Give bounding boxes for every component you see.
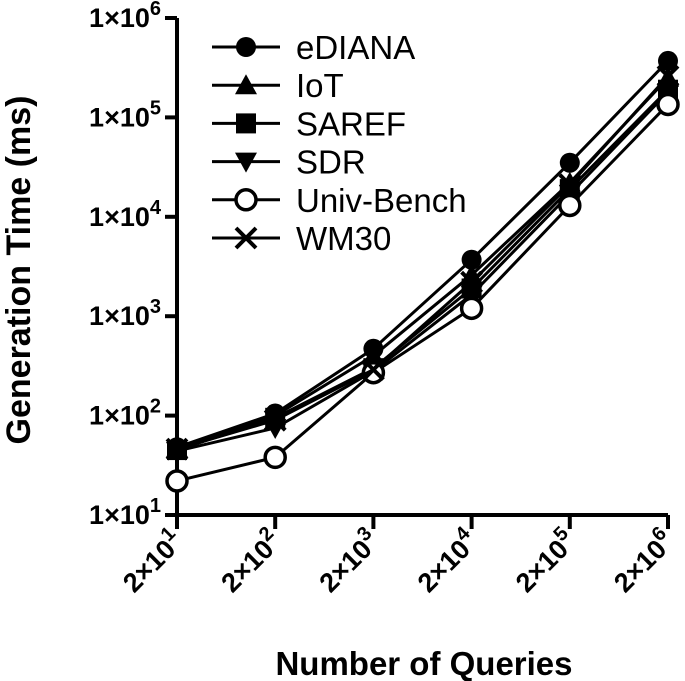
y-tick-label: 1×102: [89, 396, 161, 431]
x-tick-label: 2×105: [506, 522, 582, 598]
x-marker-stroke: [558, 173, 582, 197]
data-point-univ-bench: [459, 296, 484, 321]
legend-item-univ-bench: Univ-Bench: [212, 182, 467, 219]
series-line-sdr: [176, 90, 670, 453]
y-tick-label: 1×104: [89, 197, 162, 232]
legend-label: SDR: [296, 144, 366, 181]
legend-label: SAREF: [296, 105, 406, 142]
data-point-wm30: [361, 358, 385, 382]
x-marker-stroke: [234, 226, 258, 250]
data-point-ediana: [559, 152, 580, 173]
x-tick-label: 2×102: [212, 522, 288, 598]
data-point-ediana: [658, 50, 678, 71]
legend-marker: [234, 188, 258, 212]
x-tick-label: 2×106: [605, 522, 681, 598]
data-point-wm30: [460, 270, 484, 294]
legend-marker: [235, 152, 257, 173]
data-point-univ-bench: [558, 193, 582, 218]
x-tick-label: 2×101: [114, 522, 190, 598]
legend-item-saref: SAREF: [212, 105, 406, 142]
series-line-univ-bench: [176, 103, 670, 483]
data-point-univ-bench: [165, 469, 189, 493]
series-line-wm30: [176, 75, 670, 451]
y-tick-label: 1×105: [89, 97, 161, 132]
series-line-saref: [176, 88, 670, 452]
legend-label: IoT: [296, 67, 344, 104]
x-tick-label: 2×104: [408, 522, 484, 598]
data-point-sdr: [460, 285, 483, 306]
data-point-wm30: [263, 408, 287, 432]
legend-marker: [236, 37, 256, 57]
legend-item-wm30: WM30: [212, 220, 391, 257]
series-sdr: [166, 83, 679, 463]
x-marker-stroke: [165, 437, 189, 461]
legend-marker: [234, 226, 258, 250]
series-layer: [165, 50, 680, 493]
legend-item-iot: IoT: [212, 67, 344, 104]
legend-label: eDIANA: [296, 29, 415, 66]
data-point-wm30: [165, 437, 189, 461]
series-saref: [167, 79, 678, 461]
data-point-wm30: [558, 173, 582, 197]
legend-marker: [235, 74, 257, 95]
legend-label: Univ-Bench: [296, 182, 467, 219]
legend-label: WM30: [296, 220, 391, 257]
x-marker-stroke: [263, 408, 287, 432]
x-marker-stroke: [656, 64, 680, 88]
data-point-univ-bench: [263, 445, 287, 470]
x-tick-label: 2×103: [310, 522, 386, 598]
series-wm30: [165, 64, 680, 461]
x-marker-stroke: [361, 358, 385, 382]
x-marker-stroke: [460, 270, 484, 294]
data-point-ediana: [461, 249, 482, 270]
y-axis-title: Generation Time (ms): [0, 96, 38, 445]
axes: 1×101 1×102 1×103 1×104 1×105 1×106 2×101 2×102…: [89, 0, 681, 598]
series-ediana: [167, 50, 678, 458]
data-point-wm30: [656, 64, 680, 88]
data-point-univ-bench: [656, 92, 680, 117]
legend-marker: [236, 113, 256, 134]
series-line-ediana: [176, 59, 670, 449]
y-tick-label: 1×103: [89, 296, 161, 331]
legend-item-sdr: SDR: [212, 144, 366, 181]
y-tick-label: 1×106: [89, 0, 161, 33]
x-axis-title: Number of Queries: [275, 645, 572, 681]
legend-item-ediana: eDIANA: [212, 29, 415, 66]
data-point-univ-bench: [361, 360, 386, 385]
series-univ-bench: [165, 92, 680, 493]
y-tick-label: 1×101: [89, 495, 161, 530]
